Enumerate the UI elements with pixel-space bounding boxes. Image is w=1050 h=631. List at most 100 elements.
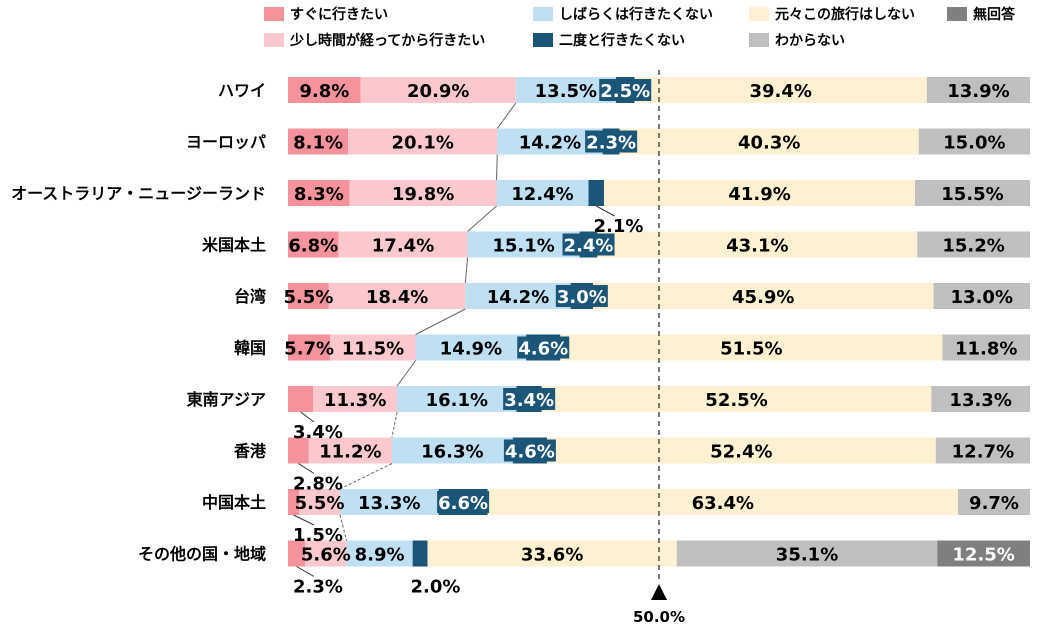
connector-lines — [339, 102, 517, 541]
data-label: 13.0% — [951, 287, 1013, 308]
data-label: 43.1% — [726, 236, 788, 257]
bar-segment — [496, 180, 589, 206]
category-label: 中国本土 — [202, 493, 266, 512]
leader-line — [298, 463, 315, 474]
reference-marker: 50.0% — [633, 70, 685, 626]
category-label: ヨーロッパ — [186, 133, 266, 152]
legend-swatch — [947, 7, 967, 21]
connector-line — [339, 514, 348, 541]
data-label: 39.4% — [749, 81, 811, 102]
bar-segment — [597, 231, 918, 258]
label-box — [503, 439, 556, 462]
data-label: 35.1% — [776, 545, 838, 566]
leader-line — [296, 566, 315, 577]
bar-segment — [299, 489, 340, 515]
label-box — [437, 491, 490, 513]
bar-segment — [917, 231, 1030, 258]
leader-line — [596, 205, 615, 217]
bar-segment — [415, 334, 527, 361]
bar-segment — [288, 180, 350, 206]
category-label: ハワイ — [218, 81, 266, 100]
data-label: 40.3% — [738, 133, 800, 154]
bar-segment — [288, 77, 361, 103]
bar-segment — [497, 128, 603, 155]
bar-segment — [288, 128, 349, 155]
data-label: 9.7% — [969, 493, 1019, 514]
connector-line — [496, 102, 517, 129]
data-label: 45.9% — [732, 287, 794, 308]
category-label: 東南アジア — [187, 390, 266, 409]
bar-segment — [288, 283, 329, 309]
bar-segment — [288, 386, 314, 412]
bar-segment — [328, 283, 466, 309]
data-label: 14.2% — [519, 133, 581, 154]
bar-segment — [391, 437, 513, 464]
data-label: 12.7% — [952, 442, 1014, 463]
legend-label: すぐに行きたい — [290, 6, 388, 23]
bar-segment — [918, 128, 1030, 155]
data-label: 13.3% — [358, 493, 420, 514]
data-label: 2.3% — [293, 577, 343, 598]
legend-swatch — [264, 33, 284, 47]
connector-line — [467, 205, 497, 232]
reference-label: 50.0% — [633, 608, 685, 626]
bar-segment — [412, 540, 428, 567]
label-box — [517, 336, 570, 359]
bar-segment — [942, 334, 1030, 361]
data-label: 14.2% — [487, 287, 549, 308]
bar-segment — [465, 283, 571, 309]
bars — [288, 77, 1030, 567]
data-label: 12.4% — [511, 184, 573, 205]
reference-arrow — [651, 584, 667, 600]
bar-segment — [634, 77, 927, 103]
data-label: 2.3% — [586, 133, 636, 154]
data-label: 2.4% — [564, 236, 614, 257]
bar-segment — [288, 231, 339, 258]
data-label: 3.4% — [293, 422, 343, 443]
bar-segment — [349, 180, 497, 206]
data-label: 13.5% — [535, 81, 597, 102]
bar-segment — [933, 283, 1030, 309]
data-label: 6.6% — [438, 493, 488, 514]
connector-line — [464, 257, 469, 284]
connector-line — [415, 308, 466, 335]
data-label: 8.1% — [293, 133, 343, 154]
bar-segment — [560, 334, 943, 361]
category-label: 韓国 — [234, 339, 266, 358]
data-label: 41.9% — [728, 184, 790, 205]
bar-segment — [313, 386, 398, 412]
data-label: 2.1% — [594, 216, 644, 237]
data-label: 2.5% — [600, 81, 650, 102]
leader-line — [300, 411, 315, 423]
bar-segment — [427, 540, 677, 567]
bar-segment — [487, 489, 959, 515]
bar-segment — [338, 231, 468, 258]
data-label: 33.6% — [521, 545, 583, 566]
data-label: 8.3% — [294, 184, 344, 205]
data-label: 16.3% — [421, 442, 483, 463]
legend-label: わからない — [775, 33, 845, 49]
data-label: 15.1% — [492, 236, 554, 257]
bar-segment — [360, 77, 516, 103]
bar-segment — [288, 489, 300, 515]
bar-segment — [541, 386, 932, 412]
data-label: 11.5% — [342, 339, 404, 360]
data-label: 5.5% — [283, 287, 333, 308]
connector-line — [391, 411, 398, 438]
data-label: 52.4% — [710, 442, 772, 463]
data-label: 13.9% — [947, 81, 1009, 102]
data-label: 63.4% — [692, 493, 754, 514]
category-label: その他の国・地域 — [138, 545, 266, 564]
legend-swatch — [749, 33, 769, 47]
connector-line — [339, 463, 393, 490]
bar-segment — [346, 540, 413, 567]
bar-segment — [308, 437, 392, 464]
data-label: 18.4% — [366, 287, 428, 308]
bar-segment — [288, 334, 331, 361]
bar-segment — [937, 540, 1030, 567]
data-label: 15.5% — [941, 184, 1003, 205]
bar-segment — [288, 437, 309, 464]
bar-segment — [339, 489, 439, 515]
